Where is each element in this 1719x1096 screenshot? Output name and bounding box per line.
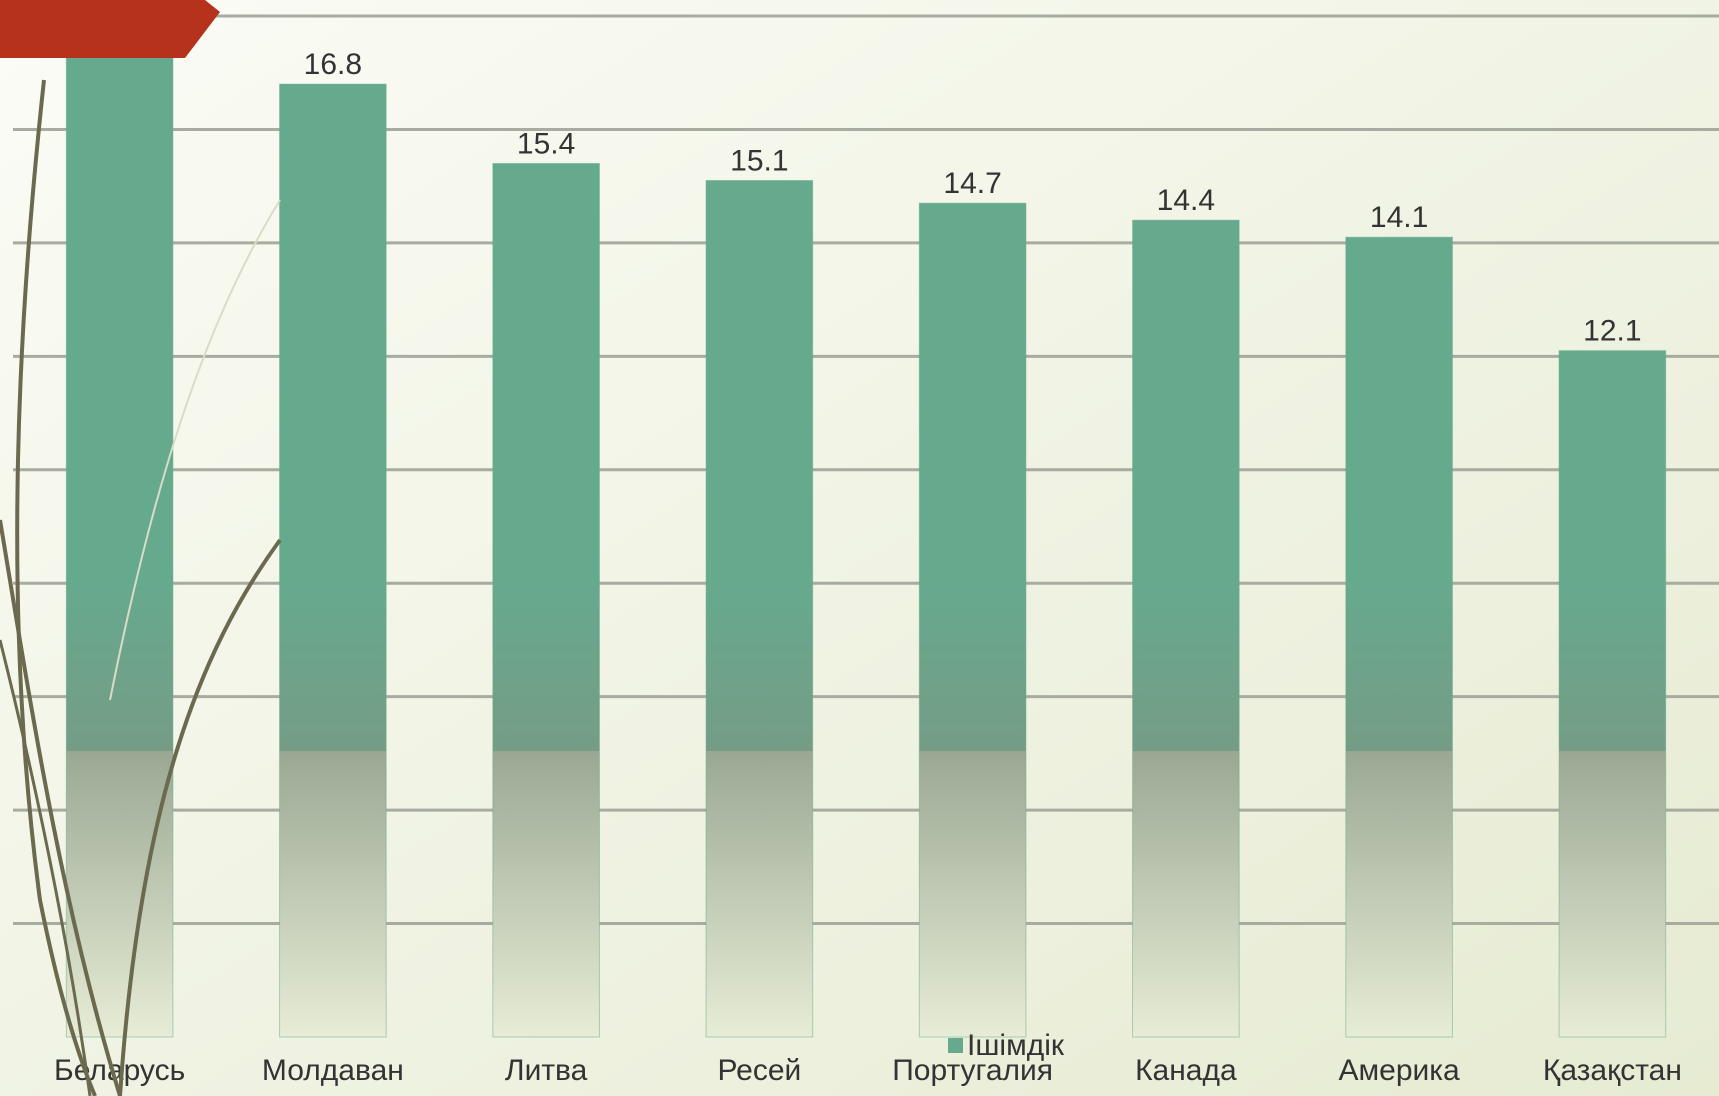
bar [492, 162, 600, 1038]
bar [705, 179, 814, 1038]
data-label: 16.8 [304, 48, 362, 81]
legend-swatch [948, 1038, 963, 1053]
x-tick-label: Ресей [717, 1054, 801, 1087]
bar [1345, 236, 1453, 1038]
data-label: 14.1 [1370, 201, 1428, 234]
corner-ribbon [0, 0, 220, 58]
data-label: 14.4 [1157, 184, 1215, 217]
bar [279, 83, 387, 1038]
legend-label: Ішімдік [967, 1029, 1065, 1062]
x-tick-label: Молдаван [262, 1054, 404, 1087]
data-label: 12.1 [1583, 315, 1641, 348]
x-tick-label: Литва [505, 1054, 588, 1087]
data-label: 15.4 [517, 127, 575, 160]
x-tick-label: Америка [1339, 1054, 1461, 1087]
x-tick-label: Қазақстан [1543, 1054, 1682, 1087]
bar [1132, 219, 1240, 1038]
plot-area: Беларусь17.5Молдаван16.8Литва15.4Ресей15… [13, 8, 1719, 1087]
data-label: 15.1 [730, 144, 788, 177]
x-tick-label: Португалия [892, 1054, 1053, 1087]
grass-decoration [0, 79, 282, 1096]
bar [918, 202, 1027, 1038]
x-tick-label: Канада [1135, 1054, 1237, 1087]
data-label: 14.7 [943, 167, 1001, 200]
bar [1558, 350, 1667, 1038]
grass-decoration [109, 199, 281, 701]
bar [65, 43, 174, 1038]
